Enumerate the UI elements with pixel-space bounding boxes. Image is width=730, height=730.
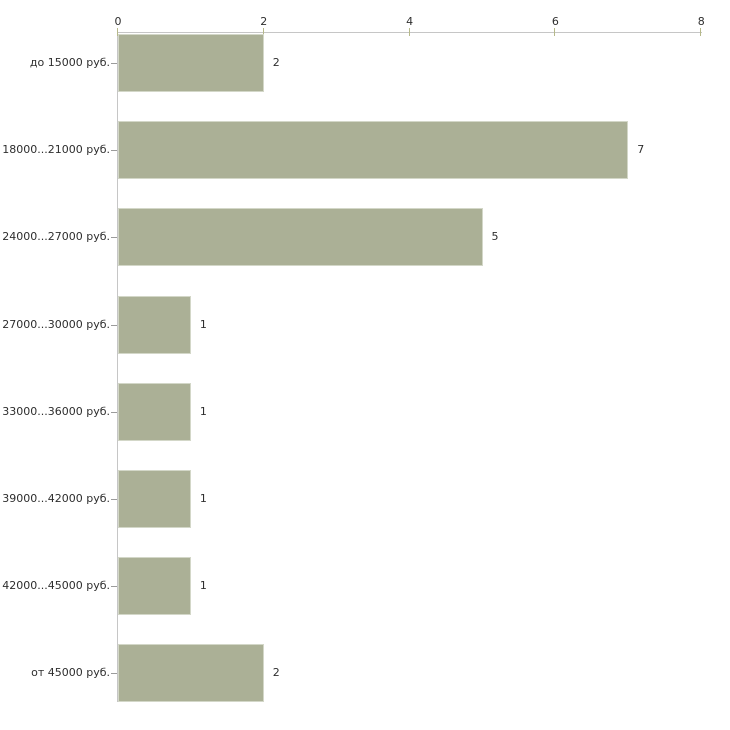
x-tick-label: 8 (697, 15, 705, 28)
category-label: 39000...42000 руб. (2, 492, 110, 505)
value-label: 2 (272, 56, 280, 69)
category-label: 27000...30000 руб. (2, 317, 110, 331)
category-label: 42000...45000 руб. (2, 579, 110, 593)
y-tick-mark (111, 63, 117, 64)
y-tick-mark (111, 237, 117, 239)
y-tick-mark (111, 411, 117, 413)
value-label: 2 (272, 666, 280, 680)
bar-6 (118, 470, 191, 528)
category-label: до 15000 руб. (29, 56, 110, 69)
bar-3 (118, 208, 483, 267)
bar-4 (118, 295, 191, 354)
bar-7 (118, 557, 191, 616)
value-label: 1 (199, 579, 207, 593)
bar-1 (118, 34, 264, 92)
bar-8 (118, 644, 264, 703)
category-label: от 45000 руб. (31, 666, 110, 680)
x-tick-mark (408, 28, 410, 36)
x-axis-line (117, 32, 703, 33)
y-tick-mark (111, 586, 117, 588)
x-tick-mark (700, 28, 702, 36)
x-tick-label: 0 (114, 15, 122, 28)
value-label: 1 (199, 404, 207, 418)
x-tick-label: 4 (406, 15, 414, 28)
category-label: 24000...27000 руб. (2, 230, 110, 244)
y-tick-mark (111, 499, 117, 500)
value-label: 1 (199, 317, 207, 331)
bar-2 (118, 121, 629, 180)
category-label: 33000...36000 руб. (2, 404, 110, 418)
x-tick-mark (117, 28, 118, 36)
x-tick-mark (554, 28, 556, 36)
y-tick-mark (111, 673, 117, 675)
value-label: 5 (491, 230, 499, 244)
value-label: 1 (199, 492, 207, 505)
y-axis-line (117, 32, 118, 702)
bar-5 (118, 382, 191, 441)
x-tick-mark (262, 28, 264, 36)
y-tick-mark (111, 150, 117, 152)
y-tick-mark (111, 324, 117, 326)
x-tick-label: 2 (260, 15, 268, 28)
x-tick-label: 6 (551, 15, 559, 28)
value-label: 7 (637, 143, 645, 157)
category-label: 18000...21000 руб. (2, 143, 110, 157)
